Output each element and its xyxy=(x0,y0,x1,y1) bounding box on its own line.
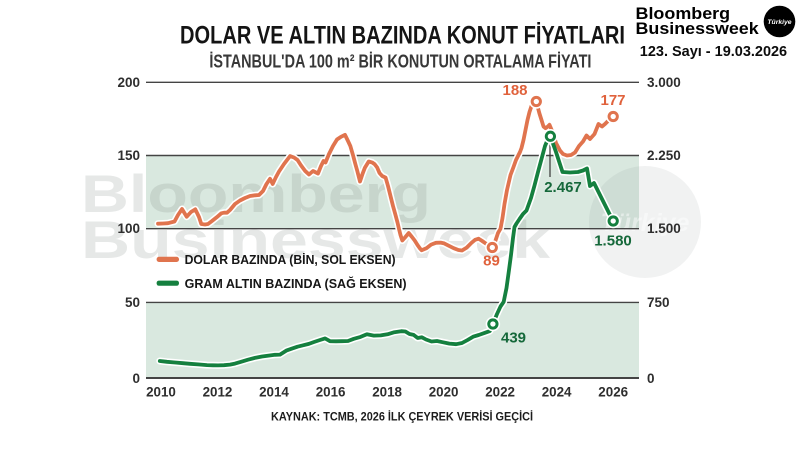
svg-text:2.250: 2.250 xyxy=(647,148,681,163)
svg-text:439: 439 xyxy=(501,330,526,347)
svg-text:123. Sayı - 19.03.2026: 123. Sayı - 19.03.2026 xyxy=(640,43,787,60)
svg-text:200: 200 xyxy=(117,75,140,90)
svg-text:2018: 2018 xyxy=(372,385,402,400)
svg-text:DOLAR VE ALTIN BAZINDA KONUT F: DOLAR VE ALTIN BAZINDA KONUT FİYATLARI xyxy=(180,22,625,50)
svg-text:3.000: 3.000 xyxy=(647,75,681,90)
svg-text:2022: 2022 xyxy=(485,385,515,400)
svg-text:1.580: 1.580 xyxy=(594,233,632,250)
svg-text:2026: 2026 xyxy=(598,385,628,400)
svg-text:2012: 2012 xyxy=(203,385,233,400)
svg-text:2.467: 2.467 xyxy=(544,179,582,196)
svg-text:2024: 2024 xyxy=(542,385,572,400)
svg-text:İSTANBUL'DA 100 m² BİR KONUTUN: İSTANBUL'DA 100 m² BİR KONUTUN ORTALAMA … xyxy=(209,50,591,71)
svg-text:2010: 2010 xyxy=(146,385,176,400)
svg-text:Bloomberg: Bloomberg xyxy=(636,5,731,23)
svg-text:Businessweek: Businessweek xyxy=(636,20,760,38)
svg-text:0: 0 xyxy=(647,371,655,386)
svg-text:750: 750 xyxy=(647,295,670,310)
svg-text:2016: 2016 xyxy=(316,385,346,400)
svg-text:KAYNAK: TCMB, 2026 İLK ÇEYREK: KAYNAK: TCMB, 2026 İLK ÇEYREK VERİSİ GEÇ… xyxy=(271,411,533,424)
svg-text:GRAM ALTIN BAZINDA (SAĞ EKSEN): GRAM ALTIN BAZINDA (SAĞ EKSEN) xyxy=(185,276,407,291)
svg-text:DOLAR BAZINDA (BİN, SOL EKSEN): DOLAR BAZINDA (BİN, SOL EKSEN) xyxy=(185,252,396,267)
svg-text:50: 50 xyxy=(125,295,140,310)
svg-text:150: 150 xyxy=(117,148,140,163)
svg-text:2014: 2014 xyxy=(259,385,289,400)
svg-text:89: 89 xyxy=(483,253,500,270)
svg-text:1.500: 1.500 xyxy=(647,221,681,236)
svg-text:100: 100 xyxy=(117,221,140,236)
svg-text:2020: 2020 xyxy=(429,385,459,400)
svg-text:0: 0 xyxy=(132,371,140,386)
svg-text:Türkiye: Türkiye xyxy=(767,19,791,26)
svg-text:188: 188 xyxy=(502,82,527,99)
svg-text:177: 177 xyxy=(600,92,625,109)
